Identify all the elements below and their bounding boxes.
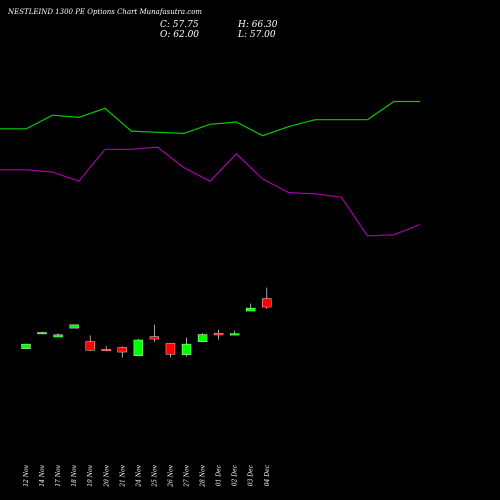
candle-bullish — [197, 334, 208, 343]
candle-bearish — [213, 332, 224, 336]
x-tick-label: 03 Dec — [248, 464, 255, 486]
candle-bullish — [53, 334, 63, 338]
candle-bullish — [37, 332, 47, 335]
candle-bullish — [21, 343, 31, 349]
x-tick-label: 24 Nov — [135, 464, 142, 487]
high-value: H: 66.30 — [238, 20, 278, 30]
candle-bearish — [101, 349, 111, 352]
upper-line-series — [0, 100, 420, 137]
candle-bearish — [149, 336, 160, 340]
candle-bearish — [85, 341, 95, 351]
x-tick-label: 19 Nov — [87, 464, 94, 486]
x-tick-label: 18 Nov — [71, 464, 78, 486]
open-value: O: 62.00 — [160, 30, 200, 40]
x-axis-labels: 12 Nov 14 Nov 17 Nov 18 Nov 19 Nov 20 Nov 21 N… — [23, 464, 271, 487]
x-tick-label: 20 Nov — [103, 464, 110, 487]
x-tick-label: 04 Dec — [264, 464, 271, 486]
candle-bullish — [181, 343, 192, 355]
x-tick-label: 26 Nov — [167, 464, 174, 487]
x-tick-label: 25 Nov — [151, 464, 158, 487]
low-value: L: 57.00 — [238, 30, 276, 40]
x-tick-label: 17 Nov — [55, 464, 62, 486]
candle-bearish — [262, 298, 272, 308]
candle-bullish — [245, 307, 256, 312]
chart-title: NESTLEIND 1300 PE Options Chart Munafasu… — [8, 8, 203, 16]
x-tick-label: 14 Nov — [39, 464, 46, 486]
x-tick-label: 27 Nov — [184, 464, 191, 487]
candle-bearish — [117, 347, 128, 353]
candle-bullish — [229, 333, 240, 336]
candles-group — [21, 287, 272, 358]
x-tick-label: 12 Nov — [23, 464, 30, 486]
candle-bullish — [133, 339, 144, 356]
lower-line-series — [0, 146, 421, 237]
x-tick-label: 28 Nov — [200, 464, 207, 487]
x-tick-label: 01 Dec — [216, 464, 223, 486]
candle-bullish — [69, 324, 79, 329]
candle-bearish — [165, 343, 176, 355]
x-tick-label: 21 Nov — [119, 464, 126, 487]
close-value: C: 57.75 — [160, 20, 199, 30]
x-tick-label: 02 Dec — [232, 464, 239, 486]
